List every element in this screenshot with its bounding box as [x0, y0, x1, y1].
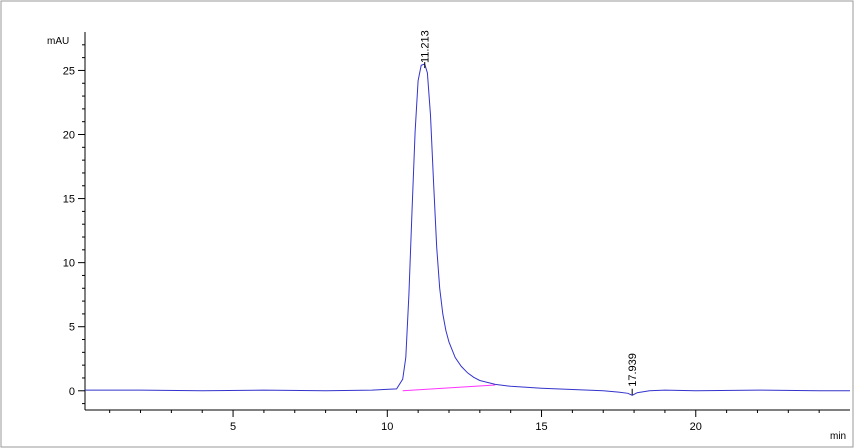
y-tick-label: 25 [63, 65, 75, 77]
peak-label: 11.213 [420, 30, 432, 63]
y-minor-ticks [82, 44, 85, 405]
x-minor-ticks [109, 410, 820, 413]
y-tick-label: 20 [63, 130, 75, 142]
y-tick-label: 15 [63, 194, 75, 206]
y-tick-label: 5 [69, 322, 75, 334]
integration-baseline [402, 384, 496, 392]
x-tick-label: 10 [381, 421, 393, 433]
x-tick-label: 15 [535, 421, 547, 433]
y-tick-label: 0 [69, 386, 75, 398]
x-tick-label: 20 [690, 421, 702, 433]
x-major-ticks: 5 10 15 20 [230, 410, 702, 433]
peak-label: 17.939 [627, 353, 639, 387]
y-tick-label: 10 [63, 258, 75, 270]
y-major-ticks: 0 5 10 15 20 25 [63, 65, 85, 398]
x-tick-label: 5 [230, 421, 236, 433]
y-axis-unit-label: mAU [47, 36, 69, 47]
signal-trace [85, 63, 850, 396]
x-axis-unit-label: min [830, 431, 846, 442]
peak-labels: 11.213 17.939 [420, 30, 639, 395]
